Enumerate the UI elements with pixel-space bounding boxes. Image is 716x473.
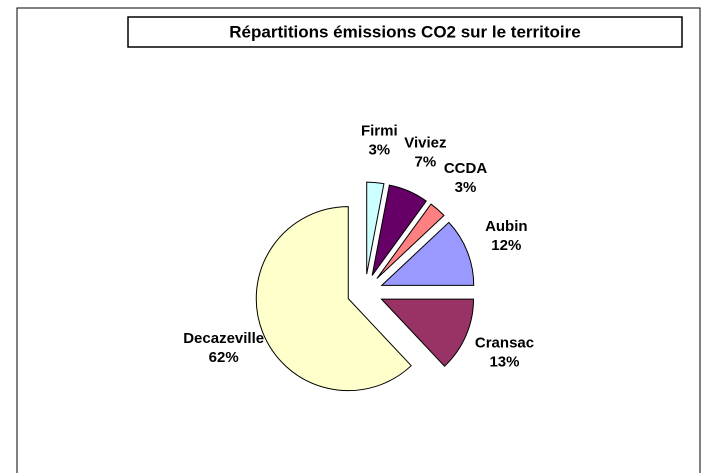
pie-slice [380, 298, 475, 367]
chart-title: Répartitions émissions CO2 sur le territ… [229, 22, 580, 41]
slice-label: CCDA [444, 160, 487, 177]
slice-label: Firmi [361, 123, 398, 140]
slice-value-label: 62% [209, 349, 239, 366]
pie-slice [380, 221, 475, 286]
slice-label: Aubin [485, 218, 528, 235]
slice-value-label: 7% [415, 153, 437, 170]
slice-label: Viviez [404, 134, 446, 151]
slice-value-label: 3% [368, 142, 390, 159]
slice-value-label: 3% [455, 179, 477, 196]
pie-slice [371, 184, 427, 276]
slice-value-label: 12% [491, 237, 521, 254]
chart-frame [16, 7, 701, 473]
title-box [127, 16, 683, 48]
pie-slice [255, 206, 412, 392]
slice-label: Decazeville [183, 330, 264, 347]
pie-slice [376, 203, 445, 279]
pie-slice [366, 181, 385, 275]
slice-value-label: 13% [489, 353, 519, 370]
slice-label: Cransac [475, 334, 534, 351]
